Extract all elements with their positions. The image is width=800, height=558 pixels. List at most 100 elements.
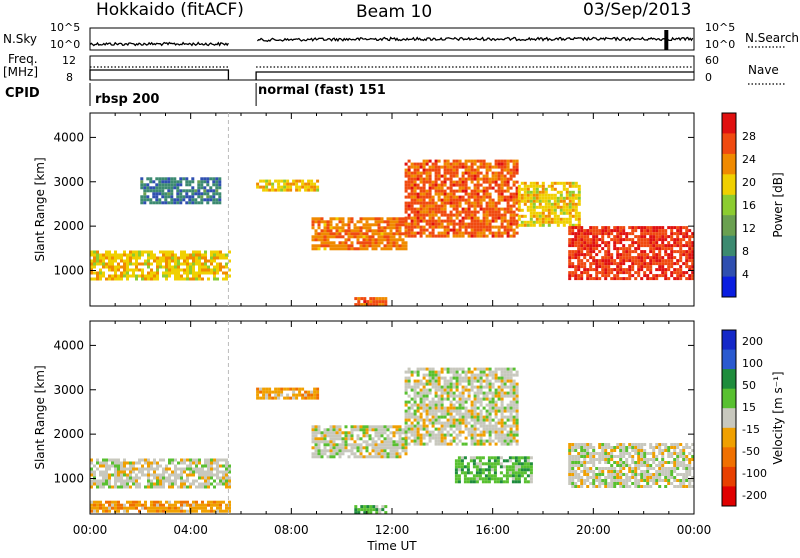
echo-cell <box>417 431 420 434</box>
echo-cell <box>477 220 480 223</box>
echo-cell <box>339 232 342 235</box>
echo-cell <box>201 477 204 480</box>
echo-cell <box>474 380 477 383</box>
echo-cell <box>225 477 228 480</box>
echo-cell <box>560 218 563 221</box>
echo-cell <box>213 486 216 489</box>
echo-cell <box>265 186 268 189</box>
echo-cell <box>99 260 102 263</box>
echo-cell <box>676 259 679 262</box>
echo-cell <box>574 256 577 259</box>
echo-cell <box>313 394 316 397</box>
echo-cell <box>542 191 545 194</box>
echo-cell <box>474 410 477 413</box>
echo-cell <box>477 440 480 443</box>
echo-cell <box>580 226 583 229</box>
echo-cell <box>318 455 321 458</box>
echo-cell <box>661 232 664 235</box>
echo-cell <box>366 455 369 458</box>
echo-cell <box>688 256 691 259</box>
echo-cell <box>330 217 333 220</box>
echo-cell <box>571 226 574 229</box>
echo-cell <box>495 374 498 377</box>
echo-cell <box>333 449 336 452</box>
echo-cell <box>298 186 301 189</box>
echo-cell <box>96 260 99 263</box>
echo-cell <box>578 215 581 218</box>
echo-cell <box>333 232 336 235</box>
echo-cell <box>646 476 649 479</box>
echo-cell <box>216 510 219 513</box>
echo-cell <box>474 443 477 446</box>
echo-cell <box>480 422 483 425</box>
echo-cell <box>411 235 414 238</box>
echo-cell <box>515 462 518 465</box>
echo-cell <box>465 374 468 377</box>
echo-cell <box>667 268 670 271</box>
echo-cell <box>423 404 426 407</box>
echo-cell <box>414 395 417 398</box>
echo-cell <box>321 244 324 247</box>
echo-cell <box>619 485 622 488</box>
echo-cell <box>676 241 679 244</box>
echo-cell <box>586 470 589 473</box>
echo-cell <box>213 254 216 257</box>
echo-cell <box>477 196 480 199</box>
echo-cell <box>604 458 607 461</box>
echo-cell <box>468 410 471 413</box>
echo-cell <box>628 464 631 467</box>
echo-cell <box>688 482 691 485</box>
echo-cell <box>444 166 447 169</box>
echo-cell <box>655 262 658 265</box>
echo-cell <box>268 397 271 400</box>
echo-cell <box>140 201 143 204</box>
echo-cell <box>375 434 378 437</box>
echo-cell <box>426 428 429 431</box>
echo-cell <box>173 180 176 183</box>
echo-cell <box>219 501 222 504</box>
echo-cell <box>518 459 521 462</box>
echo-cell <box>135 468 138 471</box>
echo-cell <box>506 465 509 468</box>
echo-cell <box>102 474 105 477</box>
echo-cell <box>414 181 417 184</box>
echo-cell <box>456 383 459 386</box>
echo-cell <box>619 268 622 271</box>
echo-cell <box>679 271 682 274</box>
echo-cell <box>414 232 417 235</box>
echo-cell <box>146 195 149 198</box>
echo-cell <box>516 431 519 434</box>
echo-cell <box>126 257 129 260</box>
echo-cell <box>423 181 426 184</box>
echo-cell <box>471 169 474 172</box>
echo-cell <box>604 452 607 455</box>
echo-cell <box>96 462 99 465</box>
echo-cell <box>114 468 117 471</box>
echo-cell <box>510 380 513 383</box>
echo-cell <box>408 175 411 178</box>
echo-cell <box>180 263 183 266</box>
echo-cell <box>408 386 411 389</box>
echo-cell <box>530 221 533 224</box>
echo-cell <box>426 389 429 392</box>
echo-cell <box>363 425 366 428</box>
echo-cell <box>198 272 201 275</box>
echo-cell <box>679 449 682 452</box>
echo-cell <box>634 277 637 280</box>
echo-cell <box>405 241 408 244</box>
echo-cell <box>219 465 222 468</box>
echo-cell <box>108 474 111 477</box>
echo-cell <box>304 391 307 394</box>
echo-cell <box>512 468 515 471</box>
echo-cell <box>489 232 492 235</box>
echo-cell <box>182 189 185 192</box>
echo-cell <box>173 198 176 201</box>
echo-cell <box>459 419 462 422</box>
echo-cell <box>468 166 471 169</box>
echo-cell <box>173 186 176 189</box>
echo-cell <box>518 197 521 200</box>
echo-cell <box>153 510 156 513</box>
echo-cell <box>168 480 171 483</box>
echo-cell <box>489 196 492 199</box>
echo-cell <box>474 374 477 377</box>
